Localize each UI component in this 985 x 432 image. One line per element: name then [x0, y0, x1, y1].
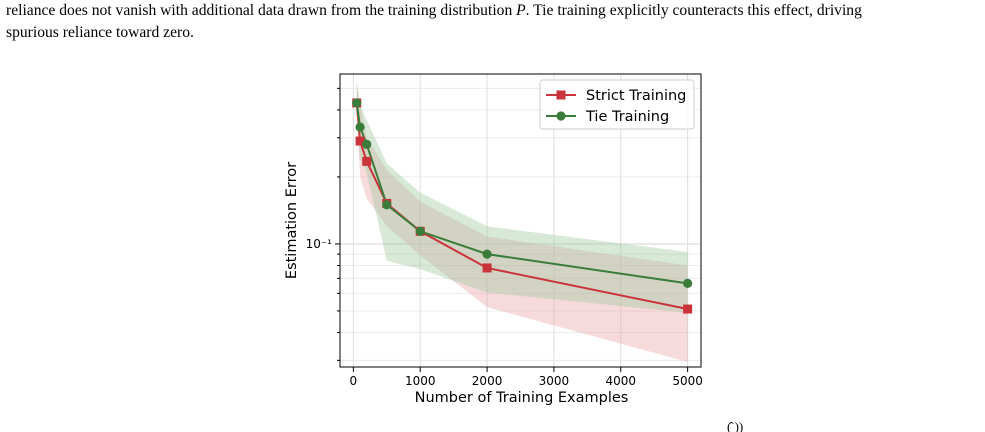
paragraph-line2: spurious reliance toward zero. [6, 24, 194, 41]
x-tick-label: 3000 [539, 374, 570, 388]
x-tick-label: 1000 [405, 374, 436, 388]
y-axis-label: Estimation Error [284, 162, 300, 279]
data-point-strict [683, 304, 693, 314]
legend-marker-strict [556, 90, 566, 100]
x-tick-label: 4000 [606, 374, 637, 388]
data-point-tie [362, 139, 372, 150]
minor-grid [340, 87, 701, 361]
series-markers [352, 98, 693, 314]
paragraph-line1-a: reliance does not vanish with additional… [6, 2, 517, 19]
data-point-strict [355, 136, 365, 146]
data-point-tie [683, 278, 693, 288]
y-tick-label: 10⁻¹ [306, 237, 333, 251]
x-tick-label: 0 [350, 374, 358, 388]
x-tick-label: 2000 [472, 374, 503, 388]
confidence-band-tie [356, 79, 688, 313]
paragraph-line1-b: . Tie training explicitly counteracts th… [525, 2, 862, 19]
data-point-strict [362, 156, 372, 166]
data-point-tie [382, 200, 392, 210]
legend-label: Tie Training [585, 109, 669, 125]
caption-fragment: (̂ )) [727, 419, 743, 432]
legend: Strict Training Tie Training [539, 79, 695, 130]
axis-ticks: 0 1000 2000 3000 4000 5000 10⁻¹ [306, 87, 703, 388]
legend-marker-tie [556, 111, 566, 121]
plot-frame [339, 73, 702, 368]
data-point-strict [482, 263, 492, 273]
data-point-tie [355, 122, 365, 132]
x-axis-label: Number of Training Examples [415, 390, 629, 406]
x-tick-label: 5000 [672, 374, 703, 388]
data-point-tie [352, 98, 362, 108]
data-point-tie [415, 226, 425, 236]
legend-label: Strict Training [586, 88, 686, 104]
legend-box [539, 79, 695, 130]
distribution-variable: P [516, 2, 526, 19]
body-paragraph: reliance does not vanish with additional… [6, 0, 981, 44]
data-point-tie [482, 249, 492, 259]
